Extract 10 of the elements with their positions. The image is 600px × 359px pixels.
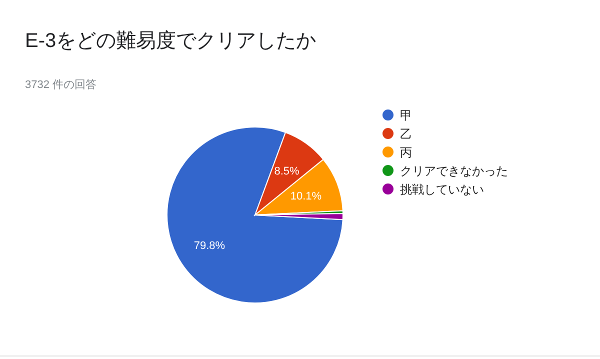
text: 3732 件の回答 — [25, 79, 97, 91]
legend-label: クリアできなかった — [400, 164, 508, 178]
legend-label: 甲 — [400, 108, 412, 122]
chart-title: E-3をどの難易度でクリアしたか — [25, 30, 316, 52]
legend-label: 乙 — [400, 127, 412, 141]
data-label: 8.5% — [274, 166, 300, 178]
data-label: 79.8% — [194, 240, 226, 252]
legend-label: 丙 — [400, 146, 412, 160]
data-label: 10.1% — [290, 190, 322, 202]
legend-label: 挑戦していない — [400, 182, 484, 196]
